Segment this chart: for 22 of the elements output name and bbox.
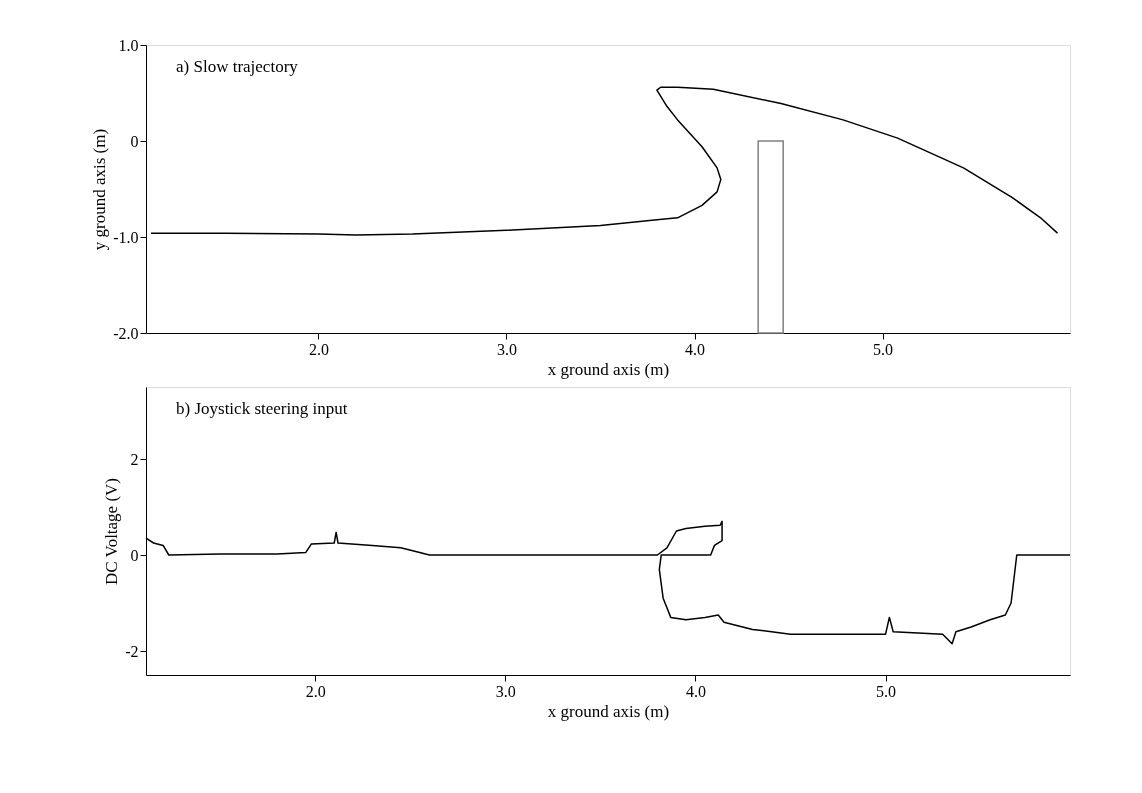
x-tick-label: 2.0: [305, 682, 326, 700]
y-tick-label: -2: [125, 642, 139, 660]
x-tick-label: 5.0: [876, 682, 897, 700]
x-tick-label: 4.0: [685, 340, 706, 358]
x-axis-title: x ground axis (m): [547, 701, 670, 721]
annotation: a) Slow trajectory: [176, 57, 299, 76]
x-tick-label: 2.0: [308, 340, 329, 358]
x-axis-title: x ground axis (m): [547, 359, 670, 379]
y-axis-title: DC Voltage (V): [102, 477, 122, 586]
x-tick-label: 4.0: [685, 682, 706, 700]
x-tick-label: 3.0: [495, 682, 516, 700]
y-tick-label: 0: [130, 546, 139, 564]
y-tick-label: -2.0: [113, 324, 139, 342]
y-axis-title: y ground axis (m): [90, 128, 110, 251]
annotation: b) Joystick steering input: [176, 399, 348, 418]
y-tick-label: 1.0: [118, 36, 139, 54]
y-tick-label: -1.0: [113, 228, 139, 246]
line-series: [150, 86, 1059, 236]
x-tick-label: 5.0: [873, 340, 894, 358]
y-tick-label: 2: [130, 450, 139, 468]
y-tick-label: 0: [130, 132, 139, 150]
x-tick-label: 3.0: [496, 340, 517, 358]
